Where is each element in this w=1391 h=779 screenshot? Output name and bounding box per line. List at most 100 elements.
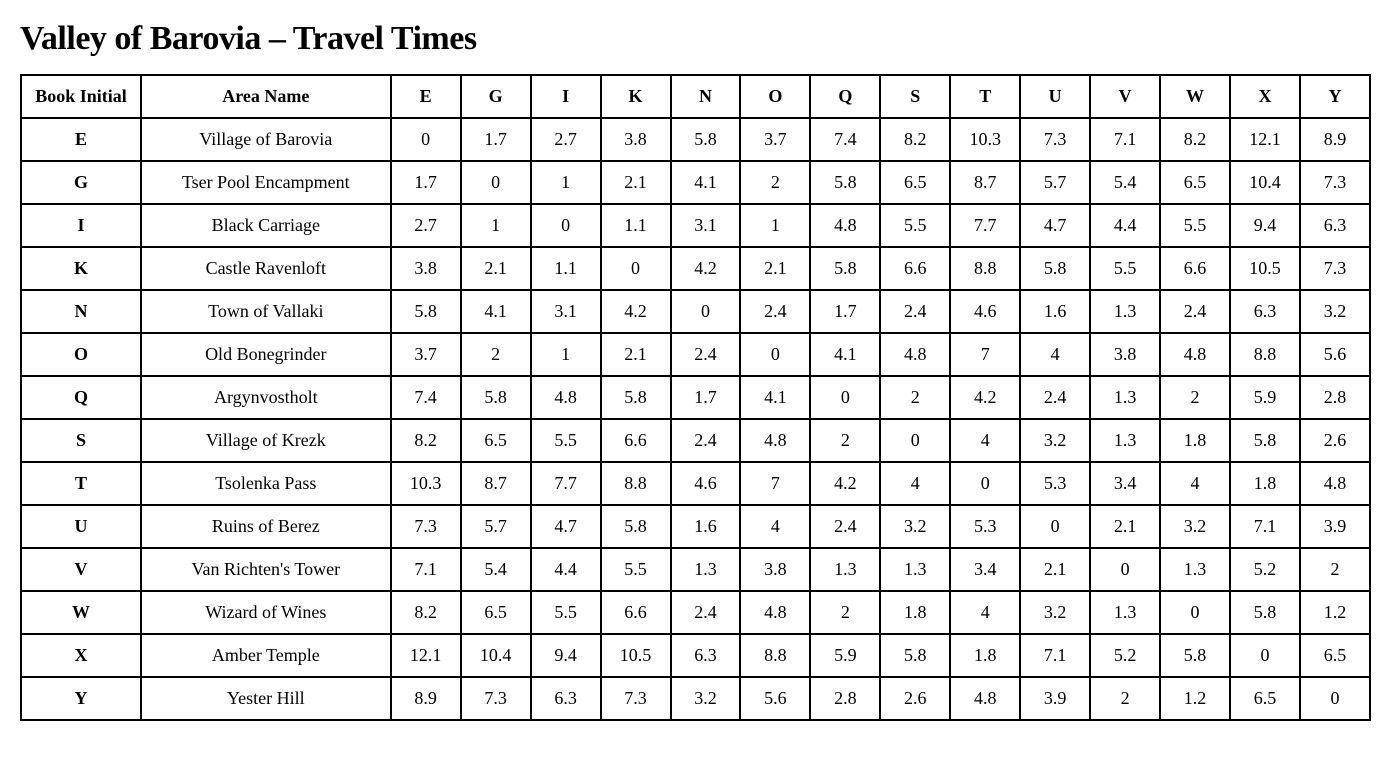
cell-travel-time: 7.3 (461, 677, 531, 720)
cell-travel-time: 3.4 (1090, 462, 1160, 505)
cell-travel-time: 5.7 (1020, 161, 1090, 204)
cell-travel-time: 7.3 (1020, 118, 1090, 161)
cell-travel-time: 5.6 (740, 677, 810, 720)
cell-travel-time: 5.8 (671, 118, 741, 161)
cell-travel-time: 1 (531, 333, 601, 376)
cell-travel-time: 1.3 (880, 548, 950, 591)
cell-area-name: Ruins of Berez (141, 505, 391, 548)
cell-travel-time: 7.3 (391, 505, 461, 548)
cell-travel-time: 9.4 (1230, 204, 1300, 247)
header-letter: G (461, 75, 531, 118)
cell-travel-time: 1.7 (461, 118, 531, 161)
cell-travel-time: 4.1 (461, 290, 531, 333)
cell-travel-time: 2.7 (391, 204, 461, 247)
cell-travel-time: 1.8 (880, 591, 950, 634)
table-row: NTown of Vallaki5.84.13.14.202.41.72.44.… (21, 290, 1370, 333)
cell-travel-time: 3.8 (601, 118, 671, 161)
cell-travel-time: 2.8 (1300, 376, 1370, 419)
cell-travel-time: 5.8 (1020, 247, 1090, 290)
cell-travel-time: 5.3 (1020, 462, 1090, 505)
cell-travel-time: 1.8 (1230, 462, 1300, 505)
cell-travel-time: 4 (950, 419, 1020, 462)
cell-travel-time: 1.8 (950, 634, 1020, 677)
cell-area-name: Village of Barovia (141, 118, 391, 161)
cell-travel-time: 3.8 (740, 548, 810, 591)
cell-travel-time: 7.1 (1090, 118, 1160, 161)
header-letter: X (1230, 75, 1300, 118)
cell-travel-time: 0 (1160, 591, 1230, 634)
cell-travel-time: 2.4 (671, 333, 741, 376)
cell-travel-time: 6.6 (1160, 247, 1230, 290)
cell-travel-time: 12.1 (1230, 118, 1300, 161)
cell-travel-time: 0 (671, 290, 741, 333)
cell-travel-time: 3.2 (1020, 591, 1090, 634)
cell-travel-time: 2.8 (810, 677, 880, 720)
cell-travel-time: 9.4 (531, 634, 601, 677)
cell-travel-time: 7.4 (391, 376, 461, 419)
cell-travel-time: 8.2 (880, 118, 950, 161)
cell-travel-time: 7.7 (950, 204, 1020, 247)
cell-travel-time: 5.4 (461, 548, 531, 591)
cell-travel-time: 5.8 (601, 505, 671, 548)
cell-travel-time: 2 (740, 161, 810, 204)
cell-travel-time: 8.7 (461, 462, 531, 505)
cell-travel-time: 4.8 (740, 591, 810, 634)
cell-travel-time: 4.2 (601, 290, 671, 333)
cell-travel-time: 2 (880, 376, 950, 419)
cell-travel-time: 10.4 (1230, 161, 1300, 204)
cell-travel-time: 6.6 (601, 591, 671, 634)
table-row: XAmber Temple12.110.49.410.56.38.85.95.8… (21, 634, 1370, 677)
cell-area-name: Tser Pool Encampment (141, 161, 391, 204)
table-row: SVillage of Krezk8.26.55.56.62.44.82043.… (21, 419, 1370, 462)
cell-travel-time: 1.6 (1020, 290, 1090, 333)
cell-travel-time: 5.7 (461, 505, 531, 548)
cell-book-initial: Q (21, 376, 141, 419)
cell-travel-time: 3.1 (671, 204, 741, 247)
cell-travel-time: 2.1 (601, 333, 671, 376)
cell-travel-time: 2.7 (531, 118, 601, 161)
cell-book-initial: I (21, 204, 141, 247)
cell-travel-time: 7.1 (1230, 505, 1300, 548)
table-row: KCastle Ravenloft3.82.11.104.22.15.86.68… (21, 247, 1370, 290)
cell-travel-time: 10.5 (1230, 247, 1300, 290)
cell-travel-time: 2 (1160, 376, 1230, 419)
cell-travel-time: 3.2 (671, 677, 741, 720)
header-letter: Y (1300, 75, 1370, 118)
table-row: OOld Bonegrinder3.7212.12.404.14.8743.84… (21, 333, 1370, 376)
cell-travel-time: 3.7 (391, 333, 461, 376)
cell-travel-time: 4.8 (950, 677, 1020, 720)
cell-travel-time: 4.4 (1090, 204, 1160, 247)
cell-travel-time: 5.9 (1230, 376, 1300, 419)
cell-travel-time: 5.5 (1090, 247, 1160, 290)
cell-book-initial: U (21, 505, 141, 548)
cell-travel-time: 3.2 (1020, 419, 1090, 462)
cell-travel-time: 8.8 (950, 247, 1020, 290)
cell-travel-time: 5.5 (880, 204, 950, 247)
table-row: URuins of Berez7.35.74.75.81.642.43.25.3… (21, 505, 1370, 548)
cell-travel-time: 8.9 (391, 677, 461, 720)
cell-travel-time: 7.3 (1300, 161, 1370, 204)
cell-travel-time: 4 (880, 462, 950, 505)
cell-travel-time: 1.3 (1090, 290, 1160, 333)
cell-travel-time: 1 (531, 161, 601, 204)
cell-travel-time: 1.3 (1090, 591, 1160, 634)
cell-travel-time: 6.3 (671, 634, 741, 677)
cell-travel-time: 0 (531, 204, 601, 247)
cell-travel-time: 6.5 (461, 591, 531, 634)
cell-book-initial: G (21, 161, 141, 204)
cell-travel-time: 2.4 (880, 290, 950, 333)
cell-travel-time: 5.5 (531, 591, 601, 634)
header-letter: I (531, 75, 601, 118)
cell-travel-time: 5.8 (810, 247, 880, 290)
cell-travel-time: 10.3 (950, 118, 1020, 161)
cell-travel-time: 4.6 (671, 462, 741, 505)
header-book-initial: Book Initial (21, 75, 141, 118)
table-row: TTsolenka Pass10.38.77.78.84.674.2405.33… (21, 462, 1370, 505)
cell-travel-time: 5.8 (391, 290, 461, 333)
cell-area-name: Wizard of Wines (141, 591, 391, 634)
cell-travel-time: 0 (461, 161, 531, 204)
travel-times-table: Book Initial Area Name E G I K N O Q S T… (20, 74, 1371, 721)
cell-travel-time: 3.4 (950, 548, 1020, 591)
cell-travel-time: 2.6 (1300, 419, 1370, 462)
cell-travel-time: 2.1 (1020, 548, 1090, 591)
